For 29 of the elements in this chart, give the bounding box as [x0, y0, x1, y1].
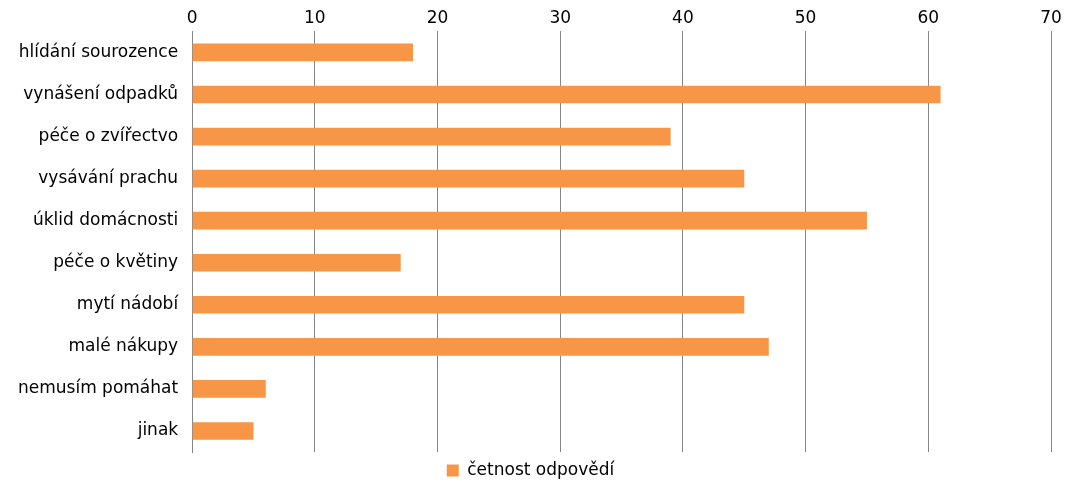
bar: [192, 169, 745, 188]
bar: [192, 85, 941, 104]
y-tick-label: hlídání sourozence: [18, 40, 179, 61]
x-tick-label: 20: [426, 6, 449, 27]
x-tick-label: 10: [304, 6, 326, 27]
y-tick-label: vysávání prachu: [38, 167, 179, 188]
bar: [192, 380, 266, 398]
y-tick-label: jinak: [136, 419, 179, 440]
y-tick-label: malé nákupy: [68, 335, 179, 356]
bar: [192, 422, 254, 440]
bar: [192, 43, 413, 62]
bar: [192, 295, 745, 314]
legend-label: četnost odpovědí: [467, 458, 616, 479]
bar: [192, 338, 769, 356]
x-tick-label: 50: [794, 6, 817, 27]
y-tick-label: péče o zvířectvo: [38, 124, 179, 145]
bar: [192, 211, 867, 230]
bar: [192, 127, 671, 146]
x-tick-label: 40: [672, 6, 694, 27]
y-tick-label: úklid domácnosti: [32, 209, 179, 230]
x-tick-label: 0: [186, 6, 198, 27]
y-tick-label: mytí nádobí: [76, 293, 180, 314]
x-tick-label: 60: [917, 6, 940, 27]
y-tick-label: péče o květiny: [53, 251, 179, 272]
bar: [192, 253, 401, 272]
y-tick-label: vynášení odpadků: [23, 82, 179, 103]
x-tick-label: 70: [1040, 6, 1062, 27]
y-tick-label: nemusím pomáhat: [18, 377, 179, 398]
x-tick-label: 30: [549, 6, 572, 27]
